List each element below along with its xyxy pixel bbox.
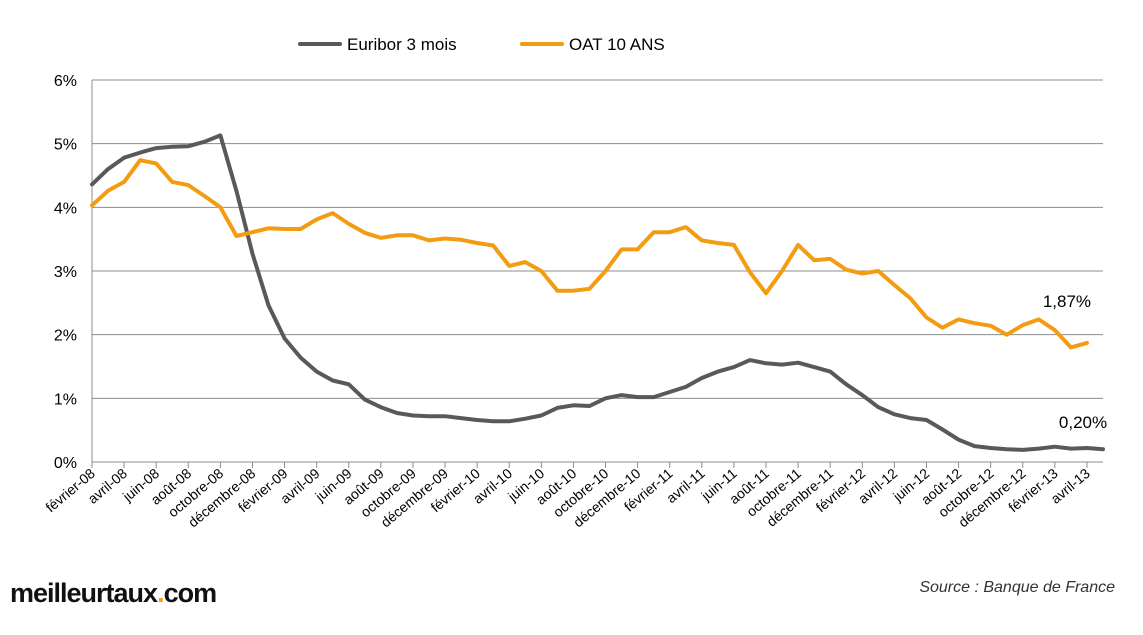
annotation-label: 1,87% — [1043, 292, 1091, 311]
legend: Euribor 3 mois OAT 10 ANS — [298, 35, 665, 54]
annotations: 1,87% 0,20% — [1043, 292, 1107, 432]
source-note: Source : Banque de France — [919, 579, 1115, 596]
y-tick-label: 3% — [54, 264, 77, 281]
y-tick-label: 0% — [54, 455, 77, 472]
y-tick-label: 4% — [54, 200, 77, 217]
annotation-label: 0,20% — [1059, 413, 1107, 432]
y-tick-label: 6% — [54, 73, 77, 90]
y-tick-label: 2% — [54, 328, 77, 345]
logo-tld-text: com — [163, 578, 218, 608]
x-axis: février-08avril-08juin-08août-08octobre-… — [42, 461, 1103, 530]
logo-main-text: meilleurtaux — [10, 578, 158, 608]
legend-label: OAT 10 ANS — [569, 35, 665, 54]
data-series — [90, 133, 1105, 452]
legend-label: Euribor 3 mois — [347, 35, 457, 54]
series-line-euribor — [90, 133, 1105, 452]
y-axis: 0% 1% 2% 3% 4% 5% 6% — [54, 73, 93, 472]
logo-dot: . — [157, 578, 164, 608]
series-line-oat — [90, 158, 1089, 350]
y-tick-label: 5% — [54, 137, 77, 154]
grid-lines — [92, 79, 1103, 399]
meilleurtaux-logo: meilleurtaux.com — [10, 578, 218, 609]
y-tick-label: 1% — [54, 391, 77, 408]
